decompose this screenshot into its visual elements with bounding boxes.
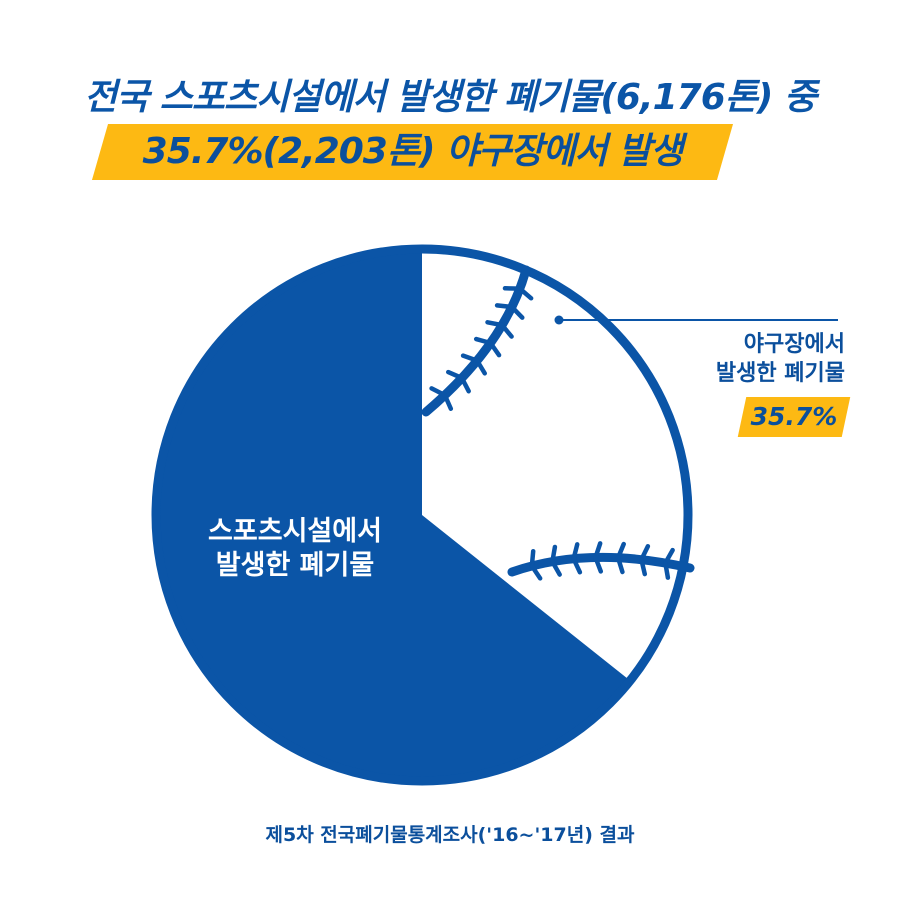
slice-label-baseball: 야구장에서 발생한 폐기물 [640,330,845,388]
slice-label-baseball-line1: 야구장에서 [743,332,845,357]
seam-stitch [615,541,626,561]
seam-stitch [499,322,514,339]
seam-stitch [615,555,625,575]
seam-stitch [550,559,562,577]
seam-stitch [663,560,671,580]
headline-line1: 전국 스포츠시설에서 발생한 폐기물(6,176톤) 중 [84,77,817,118]
seam-stitch [445,369,465,381]
seam-stitch [571,542,580,562]
slice-label-sports-line1: 스포츠시설에서 [208,516,382,547]
percent-label: 35.7% [750,402,838,431]
seam-stitch [459,375,471,394]
seam-stitch [550,544,558,564]
seam-stitch [488,340,502,358]
headline-line2: 35.7%(2,203톤) 야구장에서 발생 [142,131,684,172]
seam-stitch [593,555,604,574]
seam-stitch [517,286,534,301]
seam-stitch [509,304,525,320]
slice-label-sports-facilities: 스포츠시설에서 발생한 폐기물 [160,515,430,583]
seam-stitch [663,547,675,566]
seam-stitch [460,353,480,363]
seam-stitch [639,557,648,577]
leader-dot [554,315,564,325]
seam-stitch [529,563,543,581]
pie-outline [151,244,693,786]
seam-stitch [473,336,493,346]
seam-stitch [639,544,651,562]
seam-stitch [494,303,515,310]
seam-stitch [529,548,536,569]
seam-stitch [593,541,603,560]
seam-stitch [442,392,454,411]
pie-slice-sports-facilities [152,245,634,786]
leader-line-group [554,315,838,325]
slice-label-baseball-line2: 발생한 폐기물 [715,361,845,386]
seam-stitch [485,320,505,328]
source-footnote: 제5차 전국폐기물통계조사('16~'17년) 결과 [265,824,635,846]
seam-stitch [571,556,583,575]
seam-stitch [474,358,488,376]
pie-slice-baseball [422,245,692,684]
slice-label-sports-line2: 발생한 폐기물 [215,550,375,581]
seam-stitch [429,386,448,398]
baseball-seams-decoration [421,265,695,581]
pie-slices [151,244,693,786]
